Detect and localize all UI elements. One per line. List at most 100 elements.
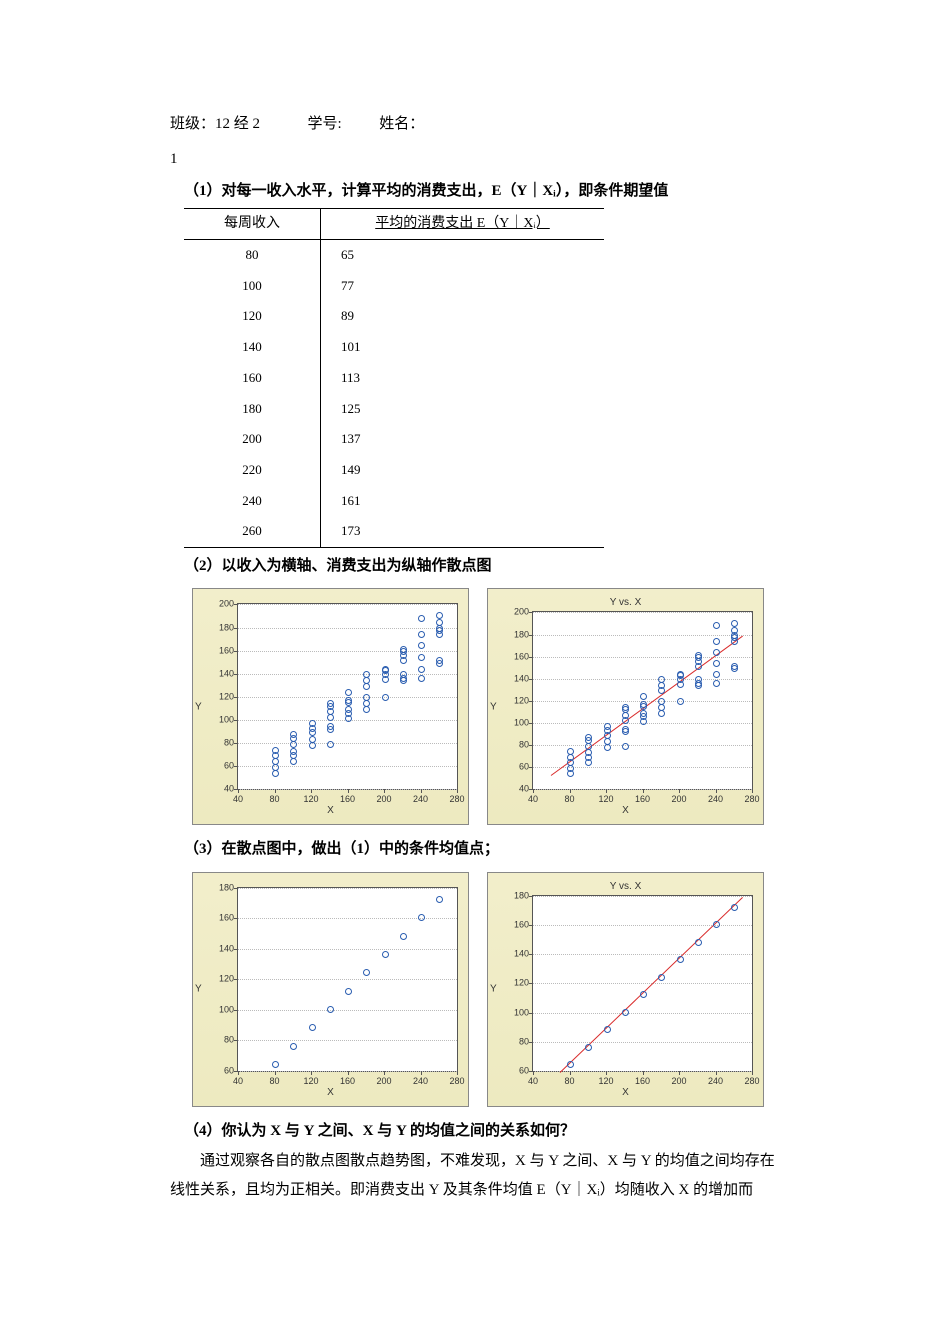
- y-tick-label: 160: [219, 910, 238, 927]
- y-axis-label: Y: [195, 980, 202, 999]
- data-point: [400, 646, 407, 653]
- y-tick-label: 140: [219, 940, 238, 957]
- chart-title: Y vs. X: [488, 877, 763, 896]
- data-point: [731, 620, 738, 627]
- cell-income: 220: [184, 455, 321, 486]
- data-point: [363, 969, 370, 976]
- data-point: [418, 666, 425, 673]
- data-point: [290, 758, 297, 765]
- data-point: [363, 677, 370, 684]
- data-point: [418, 631, 425, 638]
- y-tick-label: 100: [219, 1001, 238, 1018]
- data-point: [290, 748, 297, 755]
- cell-expenditure: 77: [321, 271, 605, 302]
- data-point: [436, 619, 443, 626]
- scatter-chart-all-fit: 4060801001201401601802004080120160200240…: [487, 588, 764, 825]
- data-point: [418, 914, 425, 921]
- plot-area: 4060801001201401601802004080120160200240…: [532, 611, 753, 790]
- table-header-row: 每周收入 平均的消费支出 E（Y｜Xᵢ）: [184, 208, 604, 240]
- table-row: 10077: [184, 271, 604, 302]
- data-point: [363, 706, 370, 713]
- y-tick-label: 160: [514, 917, 533, 934]
- student-id-label: 学号:: [308, 116, 342, 132]
- data-point: [363, 700, 370, 707]
- name-label: 姓名：: [379, 116, 424, 132]
- data-point: [418, 675, 425, 682]
- data-point: [713, 671, 720, 678]
- data-point: [640, 701, 647, 708]
- col-header-expenditure: 平均的消费支出 E（Y｜Xᵢ）: [321, 208, 605, 240]
- cell-expenditure: 149: [321, 455, 605, 486]
- table-row: 240161: [184, 486, 604, 517]
- q2-title: （2）以收入为横轴、消费支出为纵轴作散点图: [170, 552, 775, 581]
- q4-body-text: 通过观察各自的散点图散点趋势图，不难发现，X 与 Y 之间、X 与 Y 的均值之…: [170, 1147, 775, 1204]
- class-value: 12 经 2: [215, 116, 260, 132]
- data-point: [418, 615, 425, 622]
- table-row: 8065: [184, 240, 604, 271]
- chart-row-2: 4060801001201401601802004080120160200240…: [192, 588, 775, 825]
- y-tick-label: 180: [514, 626, 533, 643]
- table-row: 160113: [184, 363, 604, 394]
- y-tick-label: 100: [514, 715, 533, 732]
- data-point: [309, 720, 316, 727]
- header-line: 班级：12 经 2 学号: 姓名：: [170, 110, 775, 139]
- scatter-chart-means: 60801001201401601804080120160200240280XY: [192, 872, 469, 1107]
- cell-expenditure: 113: [321, 363, 605, 394]
- data-point: [345, 697, 352, 704]
- y-tick-label: 180: [219, 879, 238, 896]
- question-number: 1: [170, 145, 775, 174]
- page: 班级：12 经 2 学号: 姓名： 1 （1）对每一收入水平，计算平均的消费支出…: [0, 0, 945, 1246]
- data-point: [713, 638, 720, 645]
- data-point: [567, 1061, 574, 1068]
- cell-income: 80: [184, 240, 321, 271]
- y-tick-label: 160: [219, 642, 238, 659]
- table-row: 260173: [184, 516, 604, 547]
- cell-expenditure: 173: [321, 516, 605, 547]
- data-point: [272, 747, 279, 754]
- data-point: [309, 1024, 316, 1031]
- y-tick-label: 140: [514, 670, 533, 687]
- data-point: [327, 1006, 334, 1013]
- data-point: [713, 660, 720, 667]
- cell-expenditure: 65: [321, 240, 605, 271]
- y-tick-label: 160: [514, 648, 533, 665]
- data-point: [622, 726, 629, 733]
- data-point: [400, 933, 407, 940]
- table-row: 12089: [184, 301, 604, 332]
- chart-row-3: 60801001201401601804080120160200240280 X Y…: [192, 872, 775, 1107]
- data-point: [272, 1061, 279, 1068]
- data-point: [713, 921, 720, 928]
- expenditure-table: 每周收入 平均的消费支出 E（Y｜Xᵢ） 8065100771208914010…: [184, 208, 604, 548]
- data-point: [677, 956, 684, 963]
- data-point: [677, 698, 684, 705]
- chart-title: Y vs. X: [488, 593, 763, 612]
- plot-area: 60801001201401601804080120160200240280: [532, 895, 753, 1072]
- y-tick-label: 120: [219, 971, 238, 988]
- cell-income: 100: [184, 271, 321, 302]
- scatter-chart-means-fit: 60801001201401601804080120160200240280Y …: [487, 872, 764, 1107]
- data-point: [327, 714, 334, 721]
- y-tick-label: 60: [224, 758, 238, 775]
- data-point: [640, 991, 647, 998]
- cell-income: 240: [184, 486, 321, 517]
- data-point: [604, 1026, 611, 1033]
- data-point: [436, 896, 443, 903]
- data-point: [382, 951, 389, 958]
- data-point: [731, 627, 738, 634]
- cell-income: 200: [184, 424, 321, 455]
- y-tick-label: 120: [219, 688, 238, 705]
- data-point: [382, 666, 389, 673]
- x-axis-label: X: [488, 801, 763, 820]
- y-tick-label: 80: [224, 735, 238, 752]
- y-tick-label: 140: [514, 946, 533, 963]
- y-tick-label: 60: [519, 759, 533, 776]
- data-point: [604, 723, 611, 730]
- plot-area: 60801001201401601804080120160200240280: [237, 887, 458, 1072]
- cell-expenditure: 161: [321, 486, 605, 517]
- table-row: 220149: [184, 455, 604, 486]
- scatter-chart-all: 4060801001201401601802004080120160200240…: [192, 588, 469, 825]
- data-point: [585, 1044, 592, 1051]
- x-axis-label: X: [488, 1083, 763, 1102]
- cell-income: 160: [184, 363, 321, 394]
- q4-title: （4）你认为 X 与 Y 之间、X 与 Y 的均值之间的关系如何？: [170, 1117, 775, 1146]
